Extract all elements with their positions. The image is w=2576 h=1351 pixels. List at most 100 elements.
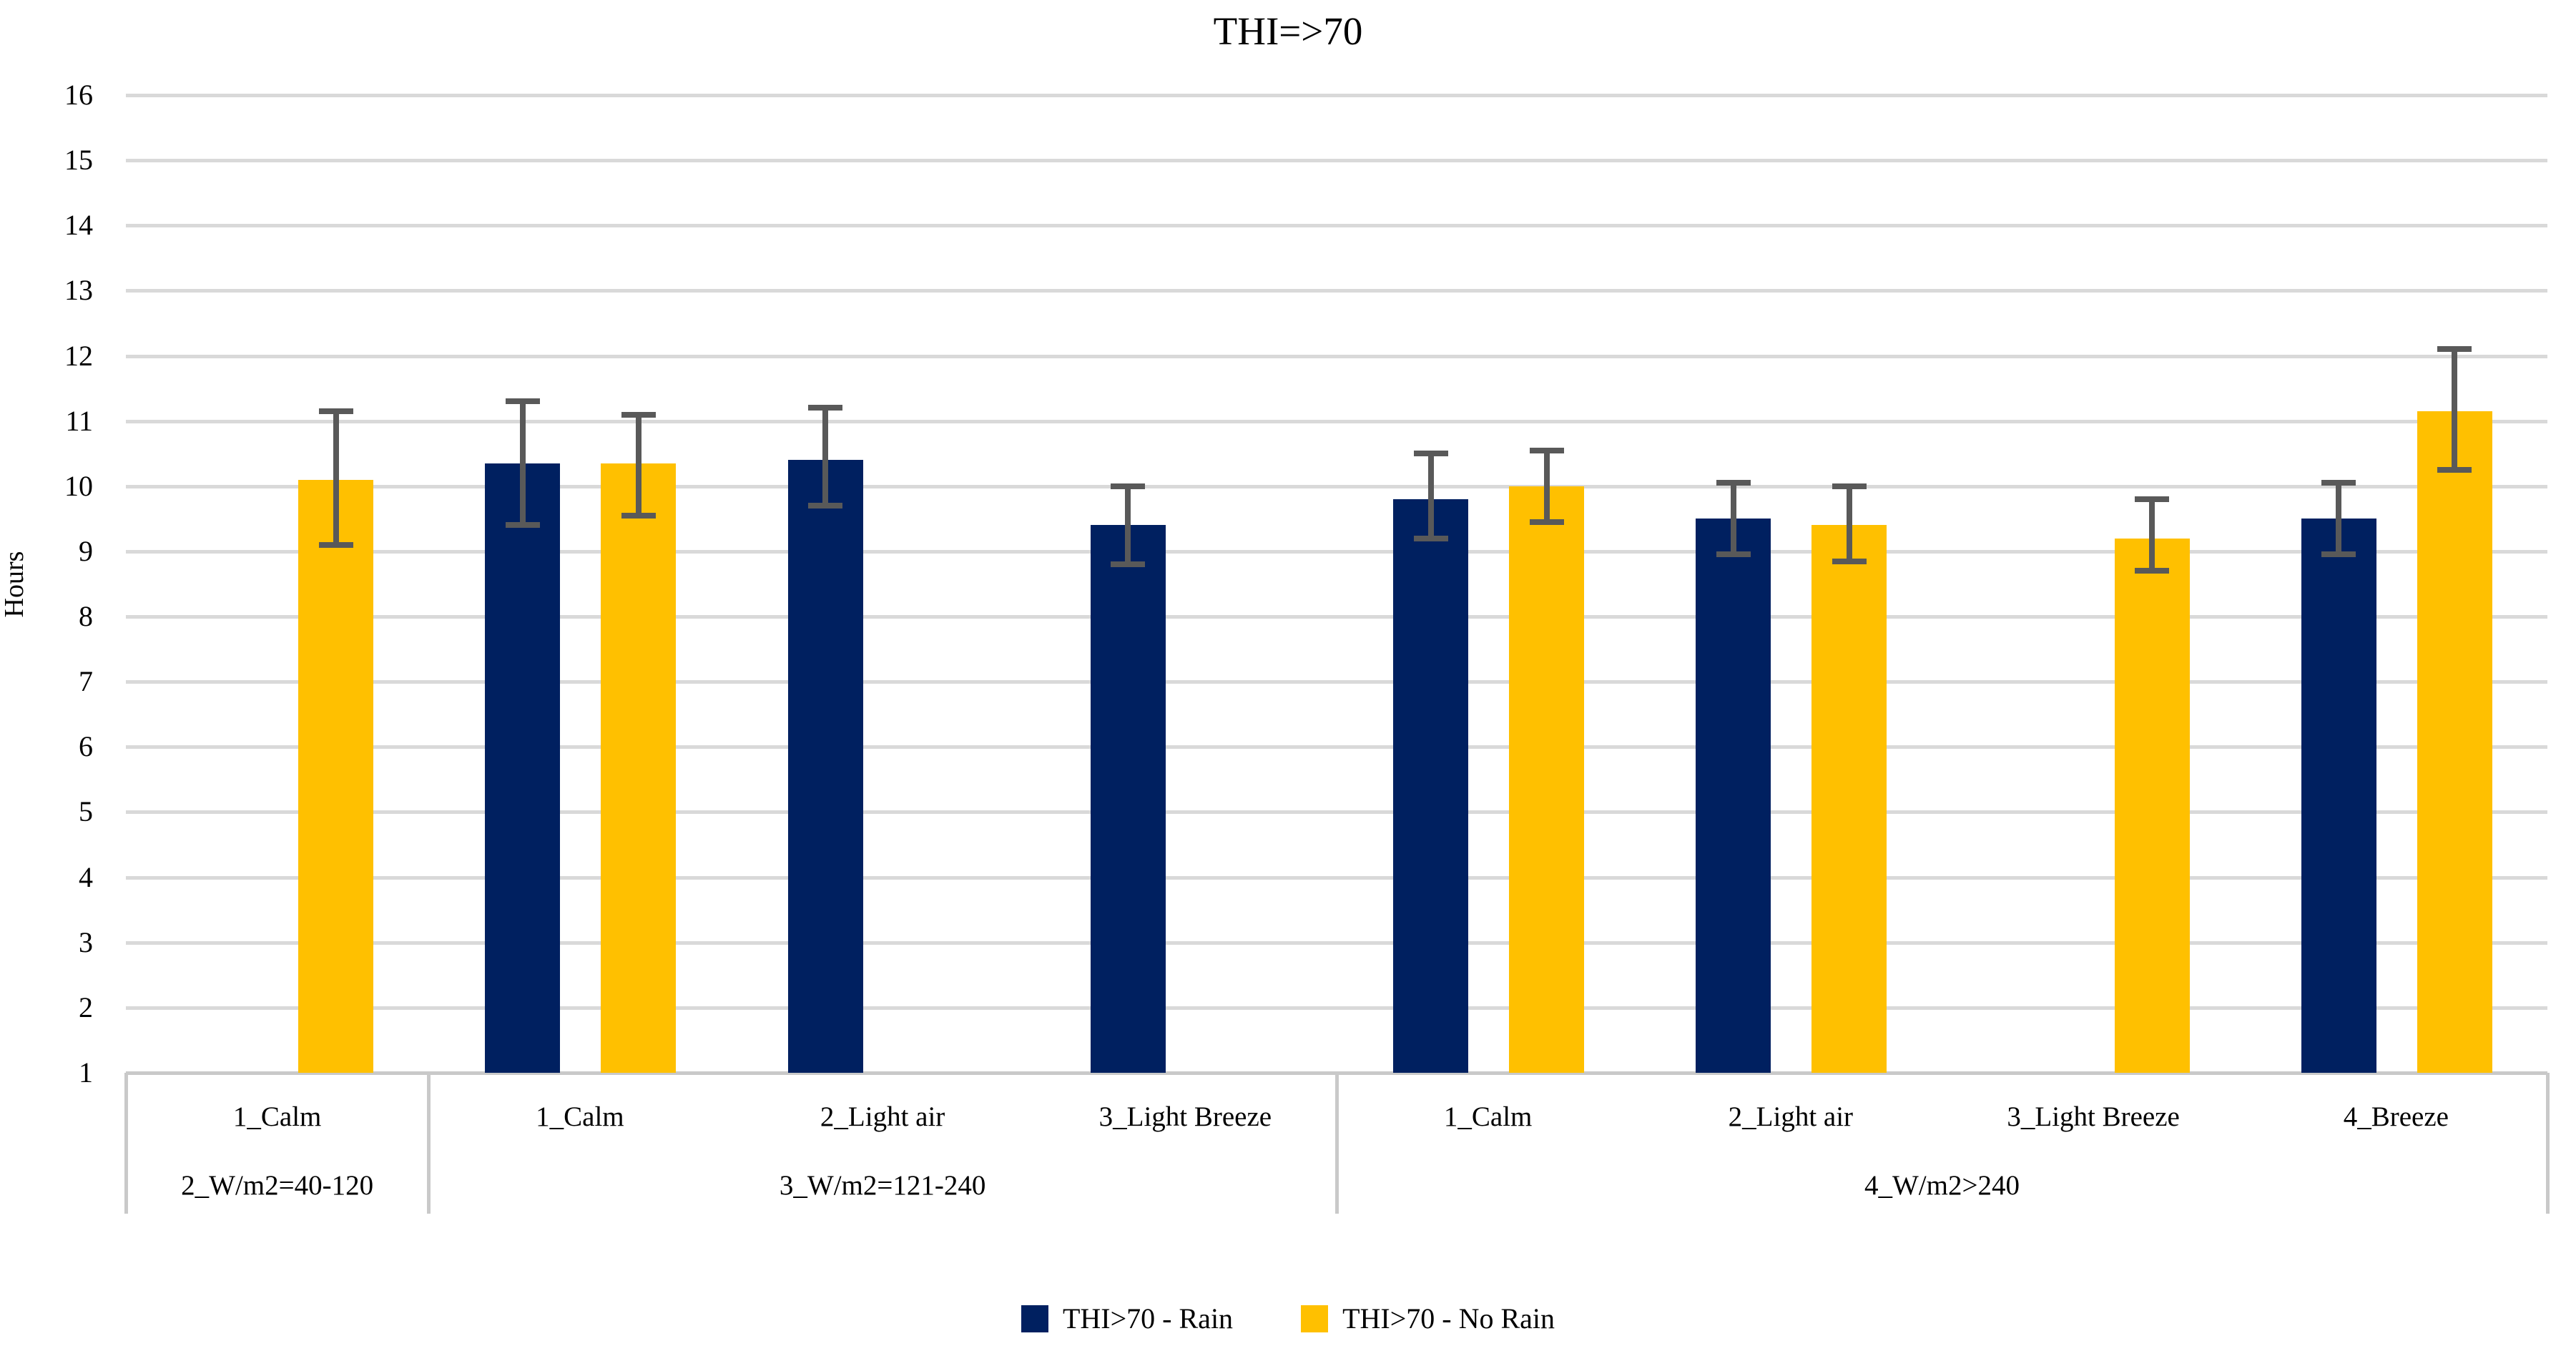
gridline-3 bbox=[126, 940, 2547, 945]
no-rain-g2-c0-error-cap-bottom bbox=[1529, 519, 1564, 525]
gridline-9 bbox=[126, 549, 2547, 554]
group-divider-2 bbox=[1335, 1073, 1339, 1214]
group-divider-right bbox=[2546, 1073, 2550, 1214]
no-rain-g0-c0-error-cap-top bbox=[318, 408, 353, 414]
legend-swatch-icon bbox=[1021, 1305, 1048, 1332]
y-tick-label-8: 8 bbox=[79, 600, 93, 633]
legend-swatch-icon bbox=[1301, 1305, 1329, 1332]
no-rain-g2-c2-error-line bbox=[2149, 499, 2155, 571]
group-label-1: 3_W/m2=121-240 bbox=[779, 1170, 986, 1201]
gridline-11 bbox=[126, 419, 2547, 423]
legend-label: THI>70 - Rain bbox=[1062, 1302, 1234, 1335]
y-tick-label-11: 11 bbox=[65, 404, 93, 437]
y-tick-label-13: 13 bbox=[64, 274, 93, 307]
y-axis-title: Hours bbox=[0, 551, 29, 618]
no-rain-g2-c3-error-cap-top bbox=[2437, 346, 2472, 353]
group-divider-0 bbox=[124, 1073, 128, 1214]
no-rain-g2-c1-error-cap-top bbox=[1832, 483, 1867, 489]
gridline-12 bbox=[126, 354, 2547, 358]
y-tick-label-4: 4 bbox=[79, 860, 93, 893]
no-rain-g2-c1-error-line bbox=[1846, 486, 1852, 561]
gridline-6 bbox=[126, 745, 2547, 750]
no-rain-g0-c0-error-line bbox=[333, 411, 339, 545]
category-label-g2-c1: 2_Light air bbox=[1728, 1101, 1854, 1132]
rain-g1-c2-error-cap-bottom bbox=[1111, 561, 1146, 568]
rain-g2-c0-error-line bbox=[1427, 453, 1434, 539]
no-rain-g2-c0-error-cap-top bbox=[1529, 447, 1564, 453]
rain-g2-c0-error-cap-bottom bbox=[1413, 535, 1448, 541]
no-rain-g0-c0-error-cap-bottom bbox=[318, 541, 353, 548]
y-tick-label-16: 16 bbox=[64, 79, 93, 111]
y-tick-label-9: 9 bbox=[79, 534, 93, 567]
rain-g1-c1-bar bbox=[787, 460, 863, 1073]
no-rain-g1-c0-error-cap-bottom bbox=[621, 512, 656, 519]
rain-g2-c0-bar bbox=[1393, 499, 1468, 1073]
rain-g1-c1-error-cap-bottom bbox=[808, 503, 842, 509]
no-rain-g2-c0-bar bbox=[1509, 486, 1584, 1073]
category-label-g2-c2: 3_Light Breeze bbox=[2007, 1101, 2180, 1132]
legend: THI>70 - Rain THI>70 - No Rain bbox=[0, 1303, 2576, 1335]
rain-g1-c0-error-cap-top bbox=[505, 398, 540, 405]
category-label-g2-c3: 4_Breeze bbox=[2343, 1101, 2449, 1132]
gridline-16 bbox=[126, 94, 2547, 97]
gridline-15 bbox=[126, 159, 2547, 163]
category-label-g0-c0: 1_Calm bbox=[232, 1101, 322, 1132]
rain-g1-c2-bar bbox=[1090, 525, 1166, 1073]
category-label-g1-c1: 2_Light air bbox=[820, 1101, 945, 1132]
gridline-7 bbox=[126, 680, 2547, 684]
gridline-8 bbox=[126, 615, 2547, 619]
gridline-5 bbox=[126, 810, 2547, 815]
y-tick-label-10: 10 bbox=[64, 469, 93, 502]
gridline-14 bbox=[126, 224, 2547, 228]
category-label-g1-c0: 1_Calm bbox=[536, 1101, 624, 1132]
no-rain-g2-c2-error-cap-bottom bbox=[2135, 568, 2169, 574]
rain-g2-c1-error-cap-top bbox=[1716, 480, 1751, 486]
rain-g1-c0-error-cap-bottom bbox=[505, 522, 540, 529]
rain-g2-c0-error-cap-top bbox=[1413, 451, 1448, 457]
rain-g1-c1-error-cap-top bbox=[808, 405, 842, 411]
y-tick-label-1: 1 bbox=[79, 1056, 93, 1089]
rain-g1-c0-bar bbox=[485, 463, 561, 1073]
rain-g2-c3-error-cap-bottom bbox=[2321, 551, 2356, 558]
y-tick-label-7: 7 bbox=[79, 665, 93, 698]
no-rain-g2-c2-error-cap-top bbox=[2135, 496, 2169, 503]
chart-title: THI=>70 bbox=[1213, 9, 1363, 53]
no-rain-g2-c3-error-cap-bottom bbox=[2437, 467, 2472, 473]
category-label-g2-c0: 1_Calm bbox=[1443, 1101, 1533, 1132]
no-rain-g2-c1-error-cap-bottom bbox=[1832, 558, 1867, 564]
no-rain-g2-c1-bar bbox=[1811, 525, 1887, 1073]
gridline-2 bbox=[126, 1006, 2547, 1010]
y-tick-label-14: 14 bbox=[64, 209, 93, 242]
y-tick-label-12: 12 bbox=[64, 339, 93, 372]
legend-item-no-rain: THI>70 - No Rain bbox=[1301, 1303, 1555, 1335]
rain-g2-c3-bar bbox=[2301, 519, 2376, 1073]
no-rain-g2-c3-error-line bbox=[2452, 349, 2458, 470]
gridline-4 bbox=[126, 875, 2547, 880]
rain-g2-c3-error-line bbox=[2336, 483, 2342, 555]
no-rain-g2-c2-bar bbox=[2114, 538, 2190, 1073]
no-rain-g2-c3-bar bbox=[2417, 411, 2492, 1073]
rain-g1-c2-error-line bbox=[1125, 486, 1131, 565]
no-rain-g1-c0-error-cap-top bbox=[621, 411, 656, 418]
group-divider-1 bbox=[427, 1073, 431, 1214]
no-rain-g1-c0-error-line bbox=[635, 414, 641, 516]
legend-item-rain: THI>70 - Rain bbox=[1021, 1303, 1233, 1335]
y-tick-label-15: 15 bbox=[64, 144, 93, 177]
y-tick-label-6: 6 bbox=[79, 730, 93, 763]
y-tick-label-5: 5 bbox=[79, 795, 93, 828]
legend-label: THI>70 - No Rain bbox=[1342, 1302, 1555, 1335]
y-tick-label-2: 2 bbox=[79, 991, 93, 1023]
gridline-10 bbox=[126, 484, 2547, 488]
y-tick-label-3: 3 bbox=[79, 925, 93, 958]
no-rain-g1-c0-bar bbox=[601, 463, 677, 1073]
no-rain-g2-c0-error-line bbox=[1543, 450, 1550, 522]
rain-g2-c3-error-cap-top bbox=[2321, 480, 2356, 486]
group-label-0: 2_W/m2=40-120 bbox=[181, 1170, 374, 1201]
rain-g2-c1-error-line bbox=[1730, 483, 1736, 555]
gridline-13 bbox=[126, 289, 2547, 293]
category-label-g1-c2: 3_Light Breeze bbox=[1098, 1101, 1272, 1132]
no-rain-g0-c0-bar bbox=[298, 479, 373, 1073]
group-label-2: 4_W/m2>240 bbox=[1864, 1170, 2020, 1201]
rain-g1-c2-error-cap-top bbox=[1111, 483, 1146, 489]
